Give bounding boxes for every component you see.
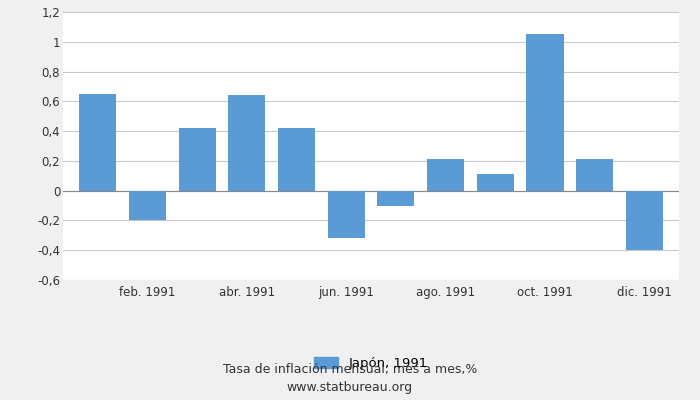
Text: Tasa de inflación mensual, mes a mes,%: Tasa de inflación mensual, mes a mes,% [223,364,477,376]
Bar [278,128,315,191]
Bar [328,191,365,238]
Bar [178,128,216,191]
Bar [377,191,414,206]
Bar [576,159,613,191]
Bar [129,191,166,220]
Bar [427,159,464,191]
Bar [228,95,265,191]
Bar [526,34,564,191]
Text: www.statbureau.org: www.statbureau.org [287,382,413,394]
Bar [79,94,116,191]
Bar [477,174,514,191]
Legend: Japón, 1991: Japón, 1991 [309,351,433,375]
Bar [626,191,663,250]
